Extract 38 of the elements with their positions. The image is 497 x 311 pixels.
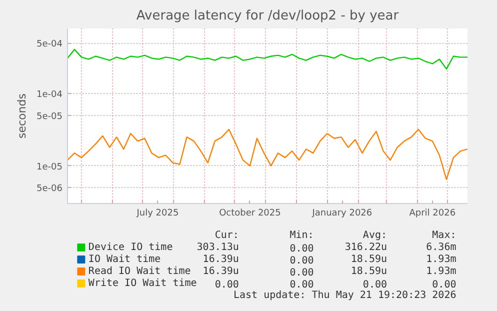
line-series (68, 128, 468, 180)
text: 6.36m (426, 242, 456, 253)
text: 316.22u (344, 242, 388, 253)
text: 0.00 (290, 268, 314, 278)
legend-label: IO Wait time (88, 254, 161, 265)
text: 0.00 (432, 280, 456, 290)
y-tick-label: 1e-04 (36, 90, 63, 100)
y-tick-label: 5e-05 (36, 112, 63, 122)
legend-label: Read IO Wait time (88, 266, 191, 277)
text: 16.39u (202, 254, 239, 265)
x-tick-label: April 2026 (409, 208, 456, 218)
text: 0.00 (214, 280, 239, 290)
chart-title: Average latency for /dev/loop2 - by year (136, 8, 400, 24)
text: Avg: (362, 230, 388, 241)
line-series (68, 48, 468, 70)
y-axis-title: seconds (16, 93, 29, 138)
text: 18.59u (350, 254, 388, 265)
text: 0.00 (290, 244, 314, 254)
text: 1.93m (426, 254, 456, 265)
x-tick-label: October 2025 (219, 208, 281, 218)
text: Max: (432, 230, 456, 241)
y-tick-label: 1e-05 (36, 162, 63, 172)
text: Cur: (214, 230, 239, 241)
text: 0.00 (290, 256, 314, 266)
x-tick-label: January 2026 (311, 208, 372, 218)
text: 16.39u (202, 266, 239, 277)
text: 0.00 (362, 280, 388, 290)
text: Last update: Thu May 21 19:20:23 2026 (233, 290, 456, 301)
text: Min: (290, 230, 314, 241)
y-tick-label: 5e-04 (36, 40, 63, 50)
x-tick-label: July 2025 (136, 208, 179, 218)
y-tick-label: 5e-06 (36, 184, 63, 194)
text: 0.00 (290, 280, 314, 290)
legend-label: Device IO time (88, 242, 173, 253)
text: 1.93m (426, 266, 456, 277)
text: 303.13u (196, 242, 239, 253)
legend-label: Write IO Wait time (88, 278, 197, 289)
text: 18.59u (350, 266, 388, 277)
